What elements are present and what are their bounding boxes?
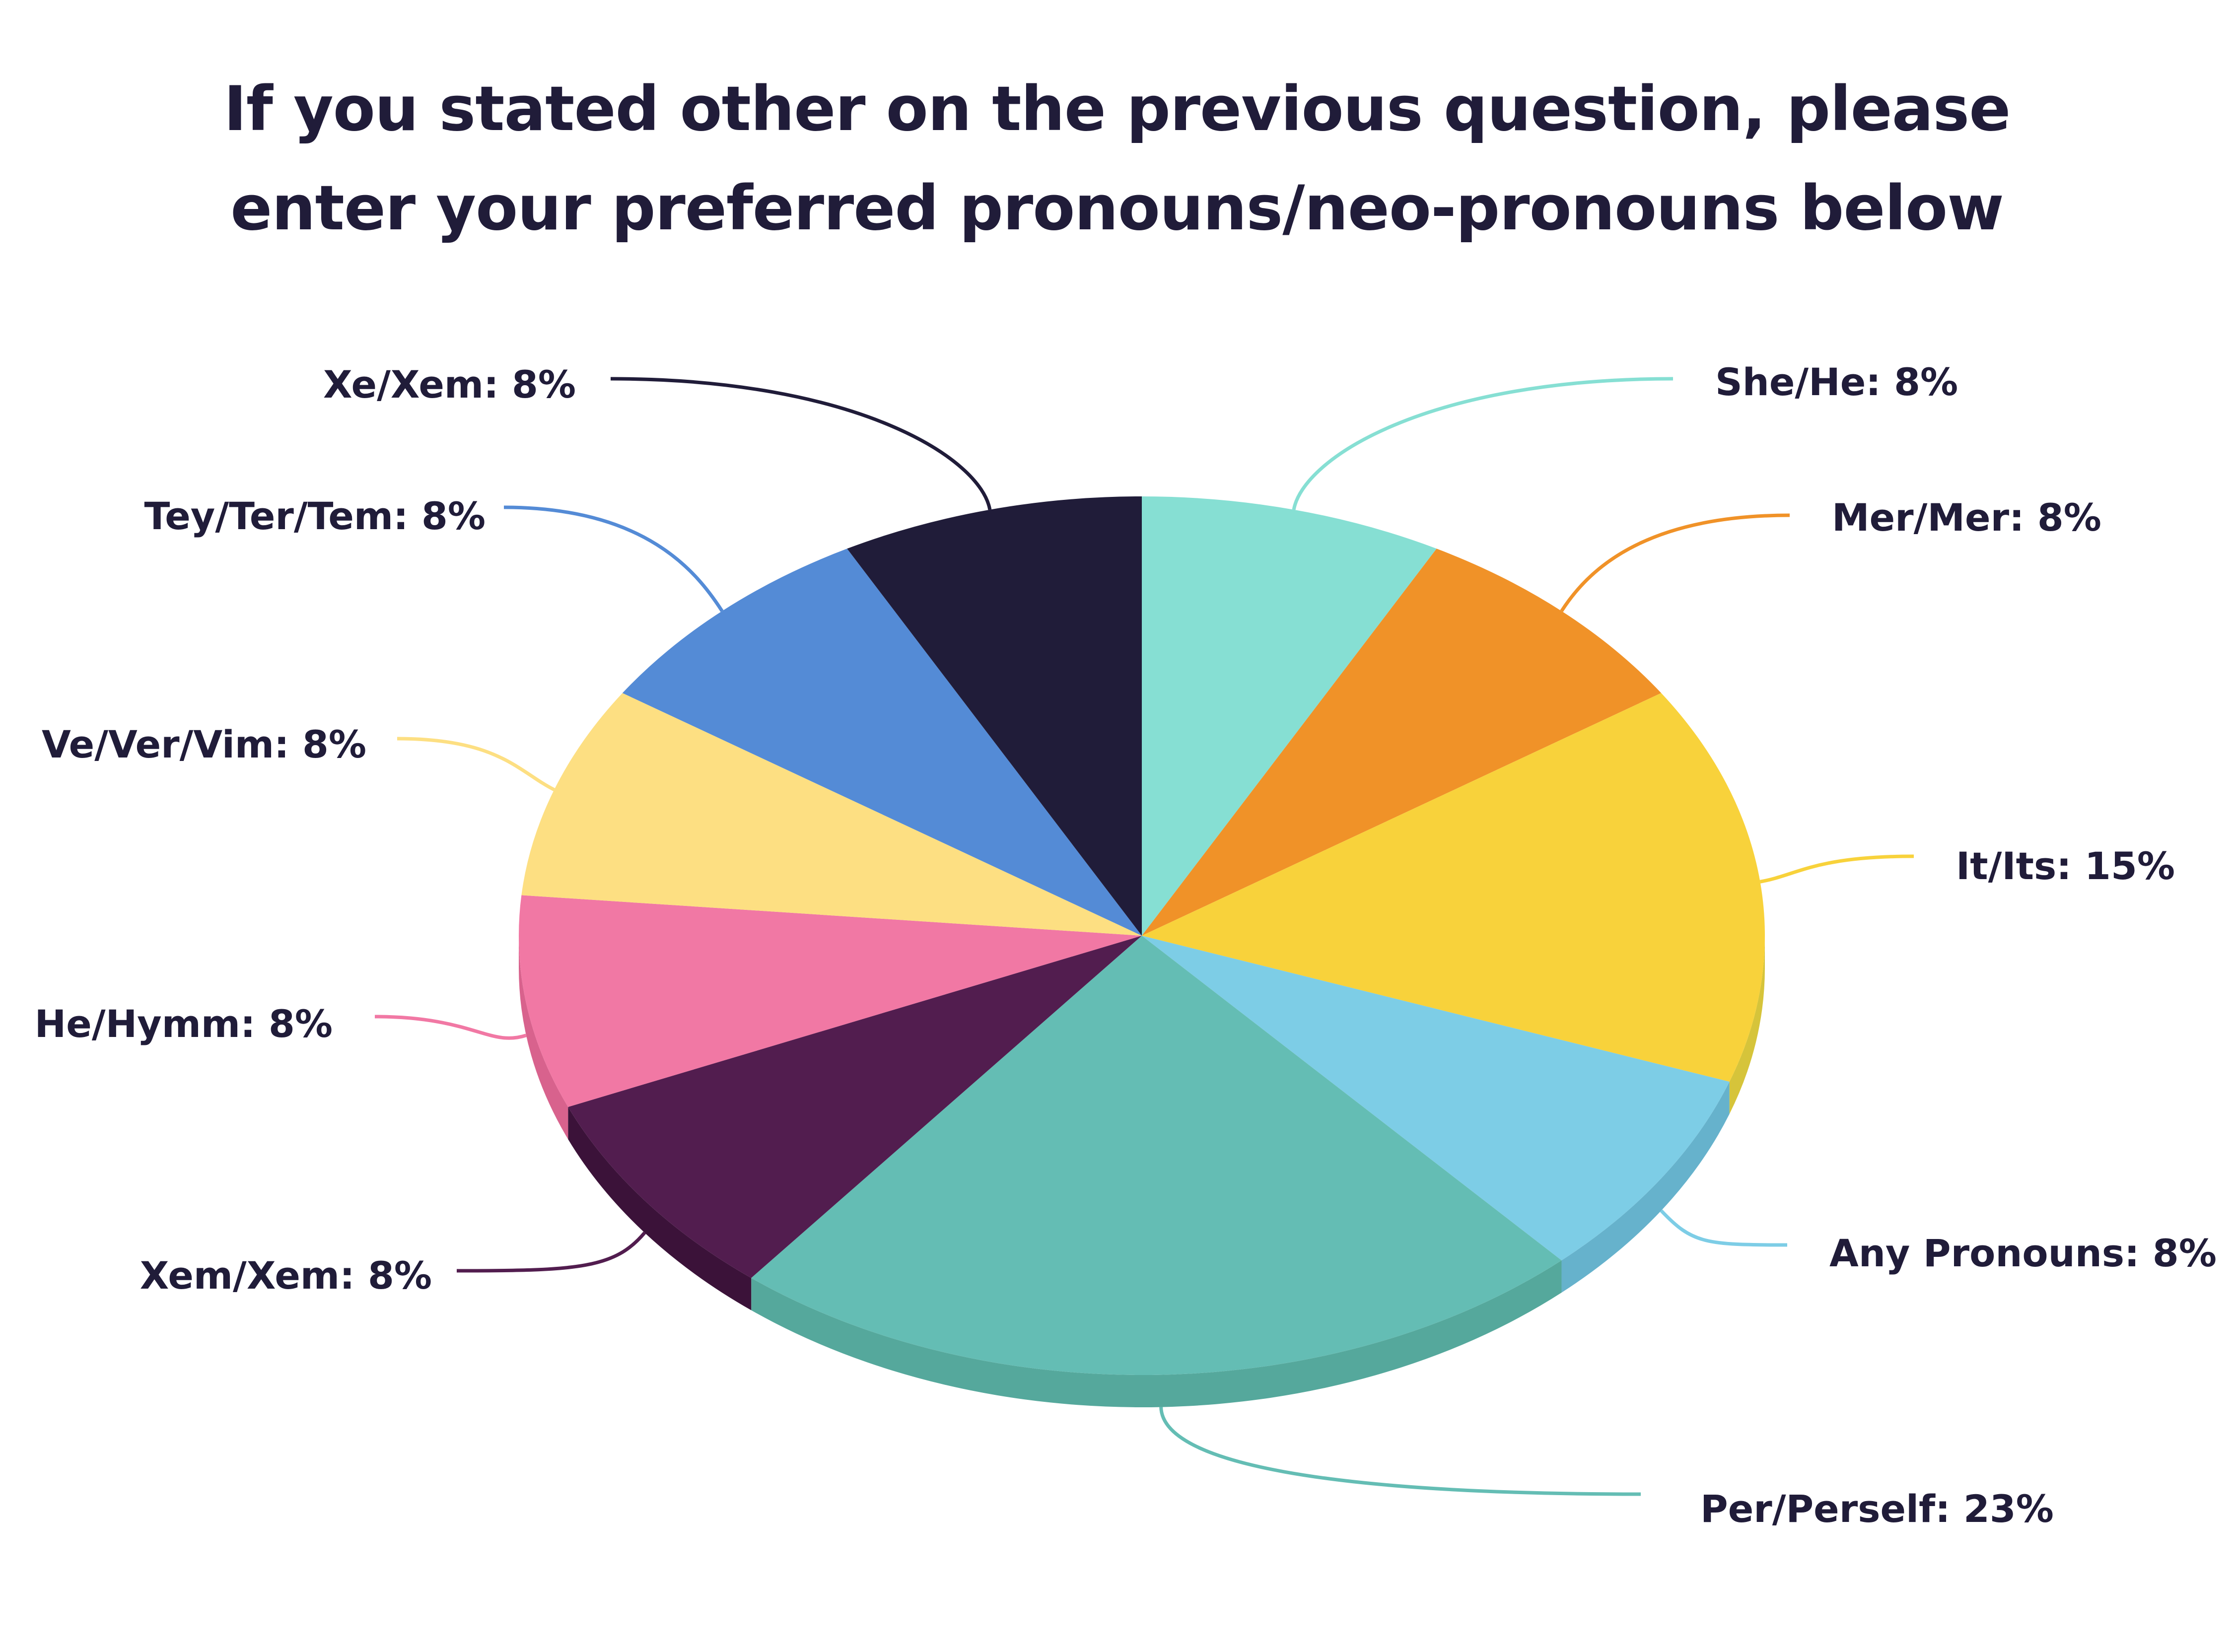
leader-line xyxy=(1560,513,1790,612)
pie-slice xyxy=(521,693,1142,936)
pie-slice-side xyxy=(751,1260,1562,1408)
slice-label: Xem/Xem: 8% xyxy=(140,1253,432,1298)
leader-line xyxy=(1660,1209,1788,1247)
leader-line xyxy=(503,505,724,612)
leader-line xyxy=(610,377,992,510)
slice-label: Ve/Ver/Vim: 8% xyxy=(42,722,366,766)
pie-slice xyxy=(847,496,1142,936)
pie-sides xyxy=(519,936,1765,1408)
leader-line xyxy=(1292,377,1674,510)
pie-slice xyxy=(622,549,1142,936)
slice-label: He/Hymm: 8% xyxy=(35,1002,333,1046)
pie-slice xyxy=(1142,496,1437,936)
chart-title: If you stated other on the previous ques… xyxy=(0,60,2234,258)
slice-label: She/He: 8% xyxy=(1715,360,1958,404)
pie-slice xyxy=(519,895,1142,1107)
pie-tops xyxy=(519,496,1765,1376)
chart-title-line-1: If you stated other on the previous ques… xyxy=(223,73,2011,145)
pie-slice xyxy=(1142,549,1662,936)
pie-slice xyxy=(751,936,1562,1376)
leader-line xyxy=(1159,1407,1641,1496)
pie-slice xyxy=(1142,693,1765,1082)
leader-line xyxy=(1759,854,1914,884)
pie-slice-side xyxy=(519,936,568,1139)
pie-slice-side xyxy=(568,1106,752,1310)
pie-slice xyxy=(568,936,1142,1278)
slice-label: Any Pronouns: 8% xyxy=(1829,1231,2217,1275)
slice-labels: She/He: 8% Mer/Mer: 8% It/Its: 15% Any Pron… xyxy=(35,360,2217,1531)
leader-line xyxy=(456,1232,646,1273)
pie-slice-side xyxy=(1561,1082,1730,1293)
slice-label: Per/Perself: 23% xyxy=(1700,1487,2054,1531)
pie-slice xyxy=(1142,936,1730,1261)
slice-label: It/Its: 15% xyxy=(1956,844,2175,888)
leader-line xyxy=(374,1015,527,1040)
leader-line xyxy=(397,737,555,792)
pie-slice-side xyxy=(1729,936,1765,1114)
slice-label: Mer/Mer: 8% xyxy=(1832,495,2101,540)
slice-label: Xe/Xem: 8% xyxy=(323,362,576,407)
chart-title-line-2: enter your preferred pronouns/neo-pronou… xyxy=(230,173,2004,244)
slice-label: Tey/Ter/Tem: 8% xyxy=(144,494,486,538)
leader-lines xyxy=(374,377,1914,1496)
